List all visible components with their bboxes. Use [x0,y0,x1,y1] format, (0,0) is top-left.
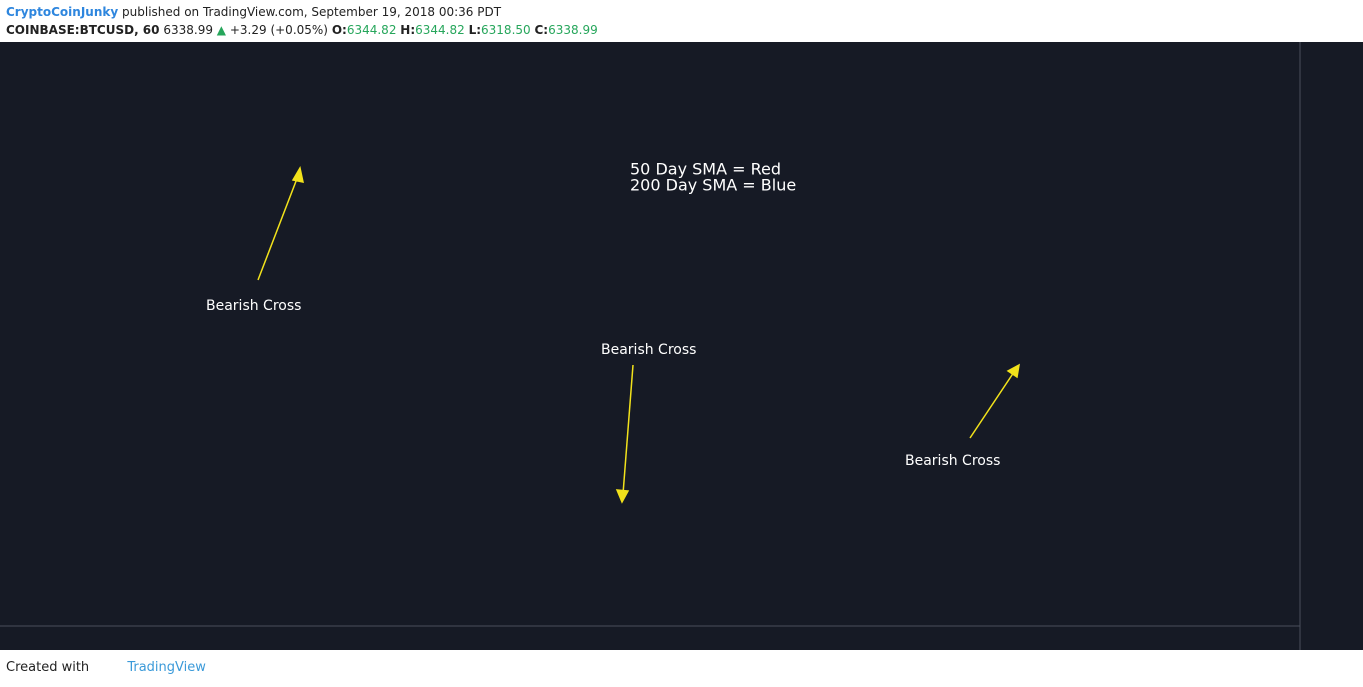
arrow-head [291,165,304,183]
symbol: COINBASE:BTCUSD, 60 [6,23,160,37]
high: 6344.82 [415,23,465,37]
footer: Created with TradingView [6,660,206,675]
header: CryptoCoinJunky published on TradingView… [6,3,598,39]
chart: 50 Day SMA = Red 200 Day SMA = Blue Bear… [0,42,1363,650]
high-label: H: [400,23,416,37]
annotation: 50 Day SMA = Red [630,160,781,179]
chart-background [0,42,1363,650]
annotations: 50 Day SMA = Red 200 Day SMA = Blue Bear… [206,160,1000,470]
arrows [257,165,1020,504]
last: 6338.99 [163,23,213,37]
open: 6344.82 [346,23,397,37]
brand-link[interactable]: TradingView [127,660,206,675]
close-label: C: [534,23,549,37]
low: 6318.50 [481,23,531,37]
arrow: ▲ [216,23,227,37]
low-label: L: [468,23,482,37]
annotation: Bearish Cross [206,298,301,314]
arrow [622,364,634,495]
arrow [969,371,1015,439]
created-with: Created with [6,660,90,675]
arrow-head [1006,363,1020,379]
arrow [257,175,299,281]
annotation: 200 Day SMA = Blue [630,176,796,195]
close: 6338.99 [548,23,598,37]
author-link[interactable]: CryptoCoinJunky [6,5,119,19]
annotation: Bearish Cross [601,342,696,358]
annotation: Bearish Cross [905,453,1000,469]
open-label: O: [331,23,347,37]
arrow-head [615,489,630,504]
change: +3.29 (+0.05%) [229,23,328,37]
published: published on TradingView.com, September … [122,5,502,19]
